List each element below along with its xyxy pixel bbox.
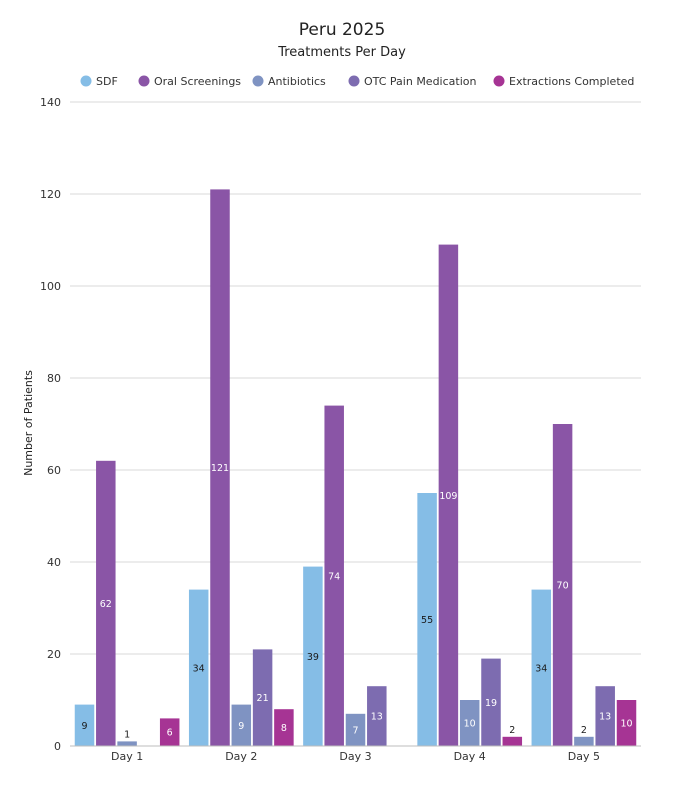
legend-item-extractions-completed: Extractions Completed bbox=[493, 75, 634, 88]
data-label: 10 bbox=[464, 719, 476, 730]
legend-item-otc-pain-medication: OTC Pain Medication bbox=[348, 75, 476, 88]
data-label: 34 bbox=[193, 663, 205, 674]
legend-item-antibiotics: Antibiotics bbox=[252, 75, 326, 88]
bar-sdf-day-2 bbox=[188, 589, 209, 746]
data-label: 9 bbox=[238, 721, 244, 732]
chart-subtitle: Treatments Per Day bbox=[277, 45, 406, 60]
bar-sdf-day-1 bbox=[74, 704, 95, 746]
bar-antibiotics-day-3 bbox=[345, 713, 366, 746]
bar-sdf-day-5 bbox=[531, 589, 552, 746]
bar-sdf-day-4 bbox=[417, 493, 437, 746]
x-axis: Day 1 Day 2 Day 3 Day 4 Day 5 bbox=[70, 745, 641, 763]
y-tick-label: 140 bbox=[40, 96, 61, 109]
data-label: 2 bbox=[581, 725, 587, 736]
y-tick-label: 80 bbox=[47, 372, 61, 385]
data-label: 9 bbox=[81, 721, 87, 732]
data-label: 70 bbox=[557, 581, 569, 592]
bar-antibiotics-day-2 bbox=[231, 704, 252, 746]
legend-label: Antibiotics bbox=[268, 75, 326, 88]
y-axis: 0 20 40 60 80 100 120 140 bbox=[40, 96, 61, 753]
data-label: 21 bbox=[257, 693, 269, 704]
legend-marker bbox=[493, 75, 505, 87]
bar-antibiotics-day-5 bbox=[574, 736, 594, 746]
y-tick-label: 0 bbox=[54, 740, 61, 753]
bar-oral-screenings-day-3 bbox=[324, 405, 344, 746]
data-label: 74 bbox=[328, 571, 340, 582]
data-label: 13 bbox=[371, 712, 383, 723]
bar-antibiotics-day-4 bbox=[459, 700, 480, 746]
y-tick-label: 20 bbox=[47, 648, 61, 661]
chart-title: Peru 2025 bbox=[299, 20, 386, 40]
data-label: 109 bbox=[439, 491, 457, 502]
x-tick-label: Day 1 bbox=[111, 750, 143, 763]
bars: 9 62 1 6 34 121 9 21 8 39 74 7 13 55 109 10 19 2 34 70 2 13 10 bbox=[74, 189, 637, 746]
legend: SDF Oral Screenings Antibiotics OTC Pain Me… bbox=[80, 75, 634, 88]
data-label: 1 bbox=[124, 729, 130, 740]
bar-oral-screenings-day-1 bbox=[96, 460, 116, 746]
bar-extractions-completed-day-2 bbox=[274, 709, 294, 746]
legend-label: Extractions Completed bbox=[509, 75, 634, 88]
bar-otc-pain-medication-day-5 bbox=[595, 686, 615, 746]
bar-extractions-completed-day-4 bbox=[502, 736, 523, 746]
data-label: 62 bbox=[100, 599, 112, 610]
y-axis-label: Number of Patients bbox=[22, 370, 35, 476]
data-label: 6 bbox=[167, 728, 173, 739]
legend-label: Oral Screenings bbox=[154, 75, 241, 88]
x-tick-label: Day 5 bbox=[568, 750, 600, 763]
legend-marker bbox=[252, 75, 264, 87]
legend-marker bbox=[348, 75, 360, 87]
bar-otc-pain-medication-day-2 bbox=[252, 649, 273, 746]
data-label: 34 bbox=[535, 663, 547, 674]
y-tick-label: 60 bbox=[47, 464, 61, 477]
data-label: 19 bbox=[485, 698, 497, 709]
data-label: 10 bbox=[620, 719, 632, 730]
data-label: 39 bbox=[307, 652, 319, 663]
bar-extractions-completed-day-1 bbox=[159, 718, 180, 746]
legend-label: SDF bbox=[96, 75, 118, 88]
bar-sdf-day-3 bbox=[303, 566, 323, 746]
bar-oral-screenings-day-5 bbox=[552, 424, 573, 746]
x-tick-label: Day 3 bbox=[339, 750, 371, 763]
data-label: 13 bbox=[599, 712, 611, 723]
bar-oral-screenings-day-4 bbox=[438, 244, 459, 746]
x-tick-label: Day 4 bbox=[454, 750, 486, 763]
y-tick-label: 120 bbox=[40, 188, 61, 201]
bar-antibiotics-day-1 bbox=[117, 741, 137, 746]
bar-otc-pain-medication-day-3 bbox=[367, 686, 387, 746]
y-tick-label: 100 bbox=[40, 280, 61, 293]
bar-oral-screenings-day-2 bbox=[210, 189, 230, 746]
x-tick-label: Day 2 bbox=[225, 750, 257, 763]
bar-extractions-completed-day-5 bbox=[616, 700, 637, 746]
data-label: 121 bbox=[211, 463, 229, 474]
legend-label: OTC Pain Medication bbox=[364, 75, 476, 88]
legend-marker bbox=[138, 75, 150, 87]
data-label: 8 bbox=[281, 723, 287, 734]
gridlines bbox=[70, 101, 641, 747]
data-label: 7 bbox=[352, 725, 358, 736]
data-label: 2 bbox=[509, 725, 515, 736]
legend-item-oral-screenings: Oral Screenings bbox=[138, 75, 241, 88]
bar-otc-pain-medication-day-4 bbox=[481, 658, 501, 746]
y-tick-label: 40 bbox=[47, 556, 61, 569]
data-label: 55 bbox=[421, 615, 433, 626]
legend-item-sdf: SDF bbox=[80, 75, 118, 88]
legend-marker bbox=[80, 75, 92, 87]
